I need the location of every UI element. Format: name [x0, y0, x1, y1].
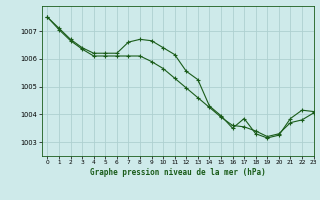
- X-axis label: Graphe pression niveau de la mer (hPa): Graphe pression niveau de la mer (hPa): [90, 168, 266, 177]
